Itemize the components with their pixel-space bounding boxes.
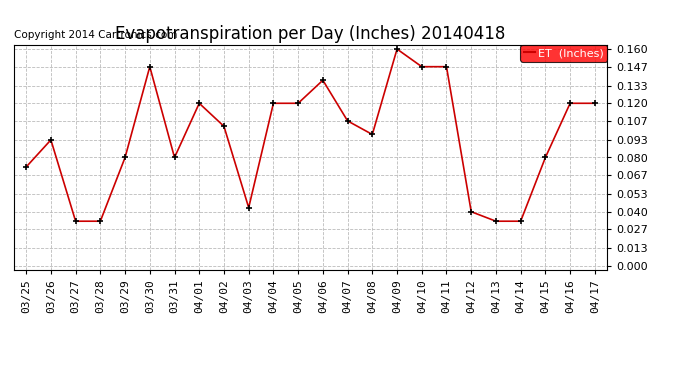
Title: Evapotranspiration per Day (Inches) 20140418: Evapotranspiration per Day (Inches) 2014…: [115, 26, 506, 44]
Text: Copyright 2014 Cartronics.com: Copyright 2014 Cartronics.com: [14, 30, 177, 40]
Legend: ET  (Inches): ET (Inches): [520, 45, 607, 62]
